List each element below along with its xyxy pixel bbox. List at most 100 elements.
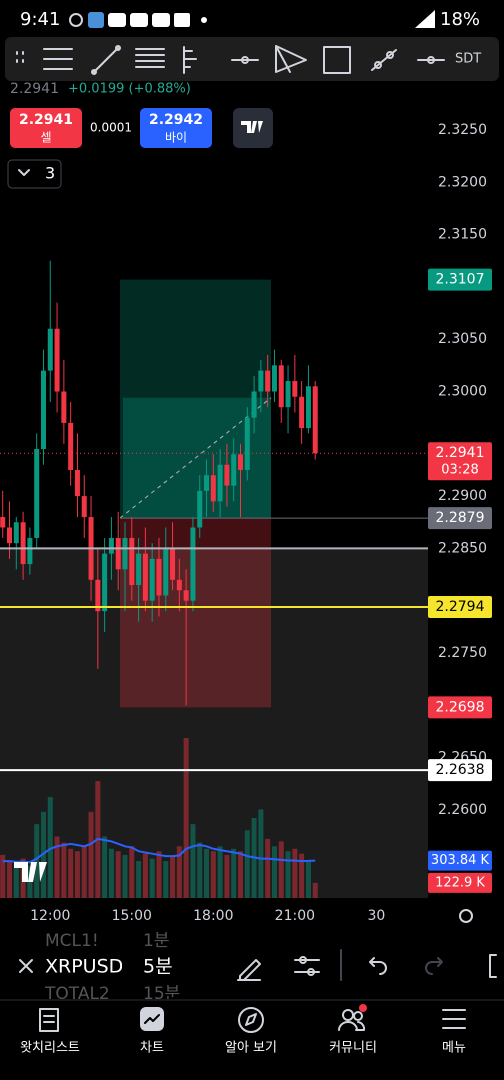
status-icon bbox=[108, 13, 126, 27]
price-label: 2.2698 bbox=[436, 699, 485, 715]
volume-ma bbox=[2, 837, 316, 864]
volume-bar bbox=[265, 838, 271, 898]
loss-zone bbox=[120, 518, 271, 708]
x-tick-label: 15:00 bbox=[112, 908, 152, 924]
close-icon[interactable] bbox=[19, 959, 33, 973]
watermark bbox=[14, 862, 47, 882]
volume-bar bbox=[74, 851, 80, 898]
nav-label[interactable]: 메뉴 bbox=[442, 1041, 466, 1056]
candle-body bbox=[271, 365, 277, 392]
y-tick-label: 2.2600 bbox=[438, 802, 487, 818]
sell-price: 2.2941 bbox=[19, 112, 73, 128]
volume-bar bbox=[61, 842, 67, 898]
y-tick-label: 2.3200 bbox=[438, 174, 487, 190]
volume-bar bbox=[197, 842, 203, 898]
sell-label: 셀 bbox=[40, 131, 51, 145]
y-tick-label: 2.2850 bbox=[438, 540, 487, 556]
price-label: 2.2794 bbox=[436, 599, 485, 615]
candle-body bbox=[61, 391, 67, 423]
candle-body bbox=[244, 417, 250, 470]
volume-bar bbox=[210, 851, 216, 898]
chevron bbox=[18, 169, 30, 176]
status-icon bbox=[201, 17, 207, 23]
candle-body bbox=[170, 548, 176, 580]
settings-icon[interactable] bbox=[459, 909, 473, 923]
candle-body bbox=[7, 527, 13, 544]
price-label: 2.3107 bbox=[436, 272, 485, 288]
collapse-count: 3 bbox=[45, 164, 55, 183]
volume-bar bbox=[81, 846, 87, 898]
profit-zone bbox=[120, 279, 271, 519]
buy-price: 2.2942 bbox=[149, 112, 203, 128]
tool-icons[interactable] bbox=[16, 45, 445, 75]
candle-body bbox=[197, 490, 203, 528]
volume-bar bbox=[34, 824, 40, 898]
candle-body bbox=[129, 537, 135, 586]
candle-body bbox=[217, 464, 223, 502]
candle-body bbox=[115, 537, 121, 570]
volume-bar bbox=[170, 856, 176, 898]
candle-body bbox=[13, 522, 19, 544]
candle-body bbox=[258, 370, 264, 392]
battery: 18% bbox=[440, 9, 480, 30]
candle-body bbox=[231, 454, 237, 486]
volume-bar bbox=[292, 848, 298, 898]
nav-label[interactable]: 차트 bbox=[140, 1041, 164, 1056]
volume-bar bbox=[204, 848, 210, 898]
volume-bar bbox=[68, 848, 74, 898]
candle-body bbox=[292, 381, 298, 397]
nav-label[interactable]: 알아 보기 bbox=[225, 1041, 277, 1056]
volume-bar bbox=[13, 863, 19, 898]
sell-button[interactable] bbox=[10, 108, 82, 148]
candle-body bbox=[68, 422, 74, 470]
prev-interval: 1분 bbox=[143, 931, 169, 951]
candle-body bbox=[102, 553, 108, 612]
nav-bar bbox=[0, 999, 504, 1080]
collapse-button[interactable] bbox=[7, 159, 62, 189]
x-tick-label: 18:00 bbox=[193, 908, 233, 924]
candle-body bbox=[122, 537, 128, 570]
interval[interactable]: 5분 bbox=[143, 956, 173, 978]
volume-bar bbox=[136, 861, 142, 898]
nav-label[interactable]: 커뮤니티 bbox=[329, 1041, 377, 1056]
volume-label: 303.84 K bbox=[431, 853, 490, 868]
volume-label-bg bbox=[428, 850, 492, 871]
symbol-fragment: SDT bbox=[455, 52, 481, 67]
candle-body bbox=[210, 475, 216, 502]
candle-body bbox=[237, 454, 243, 470]
candle-body bbox=[299, 396, 305, 429]
candle-body bbox=[204, 475, 210, 491]
x-axis: 12:00 15:00 18:00 21:00 30 bbox=[30, 908, 385, 924]
y-tick-label: 2.3050 bbox=[438, 331, 487, 347]
logo bbox=[241, 121, 263, 133]
volume-bar bbox=[108, 848, 114, 898]
price-label-bg bbox=[428, 268, 492, 291]
candle-body bbox=[74, 469, 80, 497]
candle-body bbox=[54, 328, 60, 392]
candle-body bbox=[34, 449, 40, 538]
volume-label-bg bbox=[428, 872, 492, 893]
symbol[interactable]: XRPUSD bbox=[45, 956, 123, 978]
y-tick-label: 2.2900 bbox=[438, 488, 487, 504]
candle-body bbox=[136, 553, 142, 586]
buy-button[interactable] bbox=[140, 108, 212, 148]
clock: 9:41 bbox=[20, 9, 60, 30]
price-label-bg bbox=[428, 759, 492, 782]
volume-bar bbox=[299, 853, 305, 898]
nav-label[interactable]: 왓치리스트 bbox=[20, 1041, 80, 1056]
price-label: 2.2941 bbox=[436, 445, 485, 461]
volume-bar bbox=[271, 846, 277, 898]
nav-labels: 왓치리스트 차트 알아 보기 커뮤니티 메뉴 bbox=[20, 1041, 466, 1056]
candle-body bbox=[312, 386, 318, 454]
chart-plot: 2.3250 2.3200 2.3150 2.3050 2.3000 2.2900 2.28… bbox=[0, 35, 504, 898]
price-label-bg bbox=[428, 507, 492, 530]
spread: 0.0001 bbox=[90, 121, 132, 135]
bottom-bar bbox=[0, 935, 504, 1000]
volume-bar bbox=[54, 836, 60, 898]
volume-bar bbox=[88, 811, 94, 898]
bottom-tools[interactable] bbox=[237, 949, 497, 981]
volume-bar bbox=[102, 836, 108, 898]
prev-symbol: MCL1! bbox=[45, 931, 99, 951]
signal-icon bbox=[415, 10, 435, 28]
fade bbox=[122, 952, 136, 982]
